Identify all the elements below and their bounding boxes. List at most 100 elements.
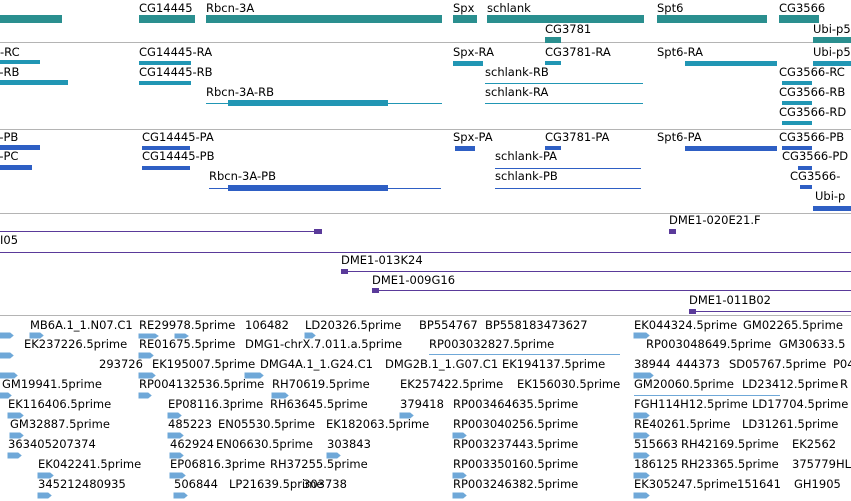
protein-feature[interactable] — [0, 165, 32, 170]
gene-feature[interactable] — [0, 15, 62, 23]
gene-feature[interactable] — [206, 15, 442, 23]
est-label[interactable]: LD31261.5prime — [742, 417, 839, 431]
est-label[interactable]: 363405207374 — [8, 437, 96, 451]
clone-label[interactable]: DME1-011B02 — [689, 293, 771, 307]
transcript-label[interactable]: schlank-RA — [485, 85, 549, 99]
est-label[interactable]: RH70619.5prime — [272, 377, 370, 391]
est-label[interactable]: RH63645.5prime — [270, 397, 368, 411]
protein-label[interactable]: schlank-PB — [495, 169, 558, 183]
est-label[interactable]: EK195007.5prime — [152, 357, 256, 371]
gene-feature[interactable] — [779, 15, 819, 23]
protein-label[interactable]: CG3566- — [790, 169, 841, 183]
est-label[interactable]: EK042241.5prime — [38, 457, 142, 471]
transcript-feature[interactable] — [139, 81, 191, 85]
clone-end-marker[interactable] — [341, 269, 348, 274]
protein-feature[interactable] — [0, 145, 40, 150]
est-label[interactable]: RP003246382.5prime — [453, 477, 579, 491]
gene-label[interactable]: CG3566 — [779, 1, 826, 15]
transcript-label[interactable]: 6-RB — [0, 65, 20, 79]
est-label[interactable]: FGH114H12.5prime — [634, 397, 748, 411]
est-label[interactable]: LD17704.5prime — [752, 397, 849, 411]
protein-label[interactable]: schlank-PA — [495, 149, 558, 163]
est-label[interactable]: 293726 — [99, 357, 143, 371]
est-label[interactable]: 106482 — [245, 318, 289, 332]
est-label[interactable]: EK156030.5prime — [517, 377, 621, 391]
transcript-label[interactable]: CG3781-RA — [545, 45, 611, 59]
protein-label[interactable]: CG3781-PA — [545, 130, 610, 144]
clone-label[interactable]: DME1-009G16 — [372, 273, 456, 287]
est-label[interactable]: LD23412.5prime — [742, 377, 839, 391]
est-label[interactable]: P04 — [833, 357, 851, 371]
est-label[interactable]: GH1905 — [794, 477, 841, 491]
est-label[interactable]: DMG1-chrX.7.011.a.5prime — [245, 337, 403, 351]
transcript-label[interactable]: schlank-RB — [485, 65, 549, 79]
transcript-feature[interactable] — [139, 61, 191, 65]
protein-label[interactable]: 6-PC — [0, 149, 19, 163]
transcript-feature[interactable] — [782, 121, 812, 125]
est-label[interactable]: RP004132536.5prime — [139, 377, 265, 391]
est-label[interactable]: R — [840, 377, 848, 391]
est-label[interactable]: EK305247.5prime — [634, 477, 738, 491]
protein-feature[interactable] — [685, 146, 777, 151]
clone-span[interactable] — [0, 231, 320, 232]
gene-feature[interactable] — [813, 37, 851, 43]
gene-label[interactable]: Spt6 — [657, 1, 684, 15]
est-label[interactable]: EK257422.5prime — [400, 377, 504, 391]
clone-end-marker[interactable] — [669, 229, 676, 234]
clone-label[interactable]: I05 — [0, 233, 19, 247]
est-label[interactable]: RE29978.5prime — [139, 318, 236, 332]
protein-feature[interactable] — [228, 185, 388, 191]
gene-feature[interactable] — [487, 15, 644, 23]
est-label[interactable]: 506844 — [174, 477, 218, 491]
est-label[interactable]: BP558183473627 — [485, 318, 588, 332]
transcript-label[interactable]: CG3566-RD — [779, 105, 847, 119]
clone-span[interactable] — [341, 271, 851, 272]
est-label[interactable]: EK194137.5prime — [502, 357, 606, 371]
protein-label[interactable]: Ubi-p — [815, 189, 846, 203]
transcript-feature[interactable] — [0, 80, 68, 85]
transcript-feature[interactable] — [685, 61, 777, 66]
est-label[interactable]: GM30633.5 — [779, 337, 846, 351]
est-label[interactable]: LP21639.5prime — [229, 477, 324, 491]
transcript-label[interactable]: CG14445-RB — [139, 65, 213, 79]
gene-feature[interactable] — [545, 37, 561, 43]
gene-label[interactable]: CG14445 — [139, 1, 193, 15]
gene-feature[interactable] — [657, 15, 767, 23]
est-label[interactable]: 38944 — [634, 357, 671, 371]
transcript-label[interactable]: Spx-RA — [453, 45, 494, 59]
est-label[interactable]: DMG2B.1_1.G07.C1 — [385, 357, 499, 371]
protein-label[interactable]: Rbcn-3A-PB — [209, 169, 276, 183]
transcript-label[interactable]: Rbcn-3A-RB — [206, 85, 275, 99]
est-label[interactable]: RP003048649.5prime — [646, 337, 772, 351]
transcript-feature[interactable] — [813, 61, 851, 66]
protein-feature[interactable] — [800, 185, 812, 189]
est-label[interactable]: RP003237443.5prime — [453, 437, 579, 451]
est-label[interactable]: GM02265.5prime — [743, 318, 843, 332]
est-label[interactable]: EN05530.5prime — [218, 417, 315, 431]
est-label[interactable]: 375779 — [792, 457, 836, 471]
gene-label[interactable]: Ubi-p5 — [813, 22, 851, 36]
gene-label[interactable]: Rbcn-3A — [206, 1, 255, 15]
clone-end-marker[interactable] — [314, 229, 322, 234]
transcript-label[interactable]: Ubi-p5 — [813, 45, 851, 59]
gene-label[interactable]: CG3781 — [545, 22, 592, 36]
transcript-label[interactable]: CG3566-RB — [779, 85, 846, 99]
transcript-feature[interactable] — [545, 61, 561, 65]
est-label[interactable]: EK237226.5prime — [24, 337, 128, 351]
transcript-label[interactable]: Spt6-RA — [657, 45, 703, 59]
protein-feature[interactable] — [798, 166, 812, 170]
est-label[interactable]: 379418 — [400, 397, 444, 411]
transcript-label[interactable]: CG14445-RA — [139, 45, 213, 59]
est-label[interactable]: RH42169.5prime — [681, 437, 779, 451]
est-label[interactable]: EP08116.3prime — [168, 397, 264, 411]
clone-span[interactable] — [0, 252, 851, 253]
est-label[interactable]: EP06816.3prime — [170, 457, 266, 471]
est-label[interactable]: LD20326.5prime — [305, 318, 402, 332]
est-label[interactable]: DMG4A.1_1.G24.C1 — [260, 357, 373, 371]
transcript-feature[interactable] — [228, 100, 388, 106]
clone-span[interactable] — [689, 311, 851, 312]
est-label[interactable]: MB6A.1_1.N07.C1 — [30, 318, 133, 332]
est-label[interactable]: 303738 — [303, 477, 347, 491]
est-label[interactable]: RP003464635.5prime — [453, 397, 579, 411]
est-label[interactable]: BP554767 — [419, 318, 478, 332]
